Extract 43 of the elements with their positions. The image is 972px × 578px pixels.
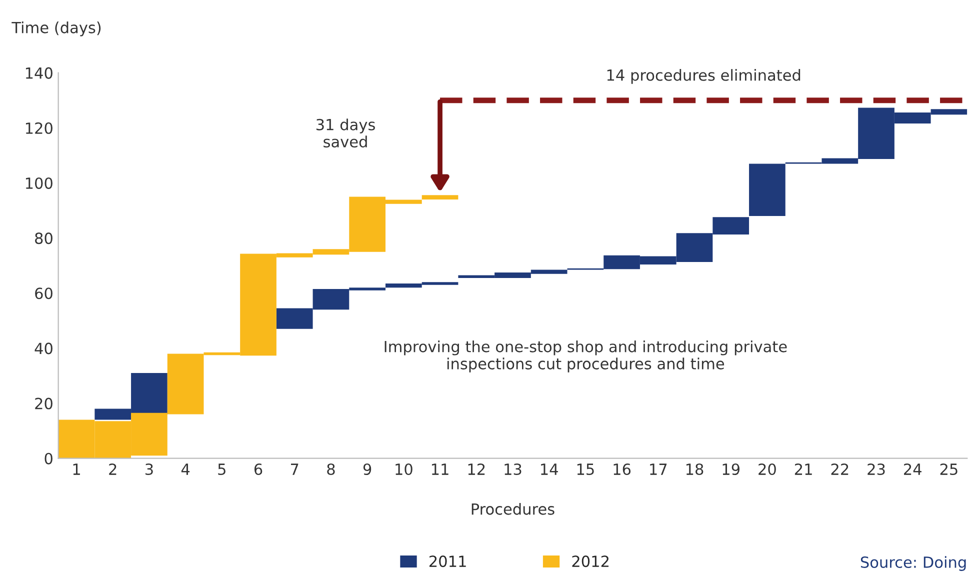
y-tick-label: 140 — [26, 67, 52, 79]
x-tick-label: 1 — [73, 464, 80, 475]
y-tick-label: 0 — [44, 452, 52, 464]
x-tick-label: 24 — [904, 463, 922, 475]
legend-label: 2011 — [429, 556, 466, 568]
bar — [749, 164, 786, 216]
x-tick-label: 13 — [504, 463, 522, 476]
x-tick-label: 18 — [686, 463, 704, 476]
x-axis-title: Procedures — [472, 503, 554, 515]
x-tick-label: 6 — [254, 463, 262, 476]
x-tick-label: 23 — [868, 463, 885, 476]
x-tick-label: 16 — [614, 463, 631, 476]
legend-label: 2012 — [572, 556, 608, 568]
x-tick-label: 11 — [432, 464, 448, 475]
x-tick-label: 15 — [577, 464, 594, 476]
x-tick-label: 14 — [541, 464, 558, 475]
x-tick-label: 25 — [940, 463, 958, 476]
y-tick-label: 100 — [26, 177, 52, 189]
x-tick-label: 22 — [831, 463, 848, 475]
x-tick-label: 9 — [363, 463, 372, 476]
y-tick-label: 120 — [26, 122, 52, 134]
bar — [422, 195, 458, 200]
x-tick-label: 21 — [794, 463, 812, 475]
annotation: Improving the one-stop shop and introducing private inspections cut procedures and time — [384, 340, 787, 372]
x-tick-label: 10 — [396, 463, 412, 476]
x-tick-label: 7 — [291, 464, 298, 475]
y-tick-label: 40 — [34, 342, 52, 354]
y-axis-title: Time (days) — [12, 22, 101, 36]
x-tick-label: 5 — [218, 464, 226, 476]
x-tick-label: 2 — [109, 463, 116, 475]
y-tick-label: 60 — [35, 288, 52, 300]
x-tick-label: 4 — [181, 464, 190, 475]
y-tick-label: 20 — [35, 398, 52, 410]
x-tick-label: 8 — [327, 463, 335, 476]
ref-line-label: 14 procedures eliminated — [607, 69, 800, 84]
x-tick-label: 3 — [146, 463, 153, 476]
x-tick-label: 20 — [758, 463, 776, 476]
x-tick-label: 17 — [650, 464, 667, 475]
y-tick-label: 80 — [35, 232, 52, 244]
source-note: Source: Doing — [860, 556, 966, 571]
annotation: 31 days saved — [316, 118, 375, 148]
x-tick-label: 12 — [468, 463, 485, 475]
x-tick-label: 19 — [722, 463, 740, 476]
